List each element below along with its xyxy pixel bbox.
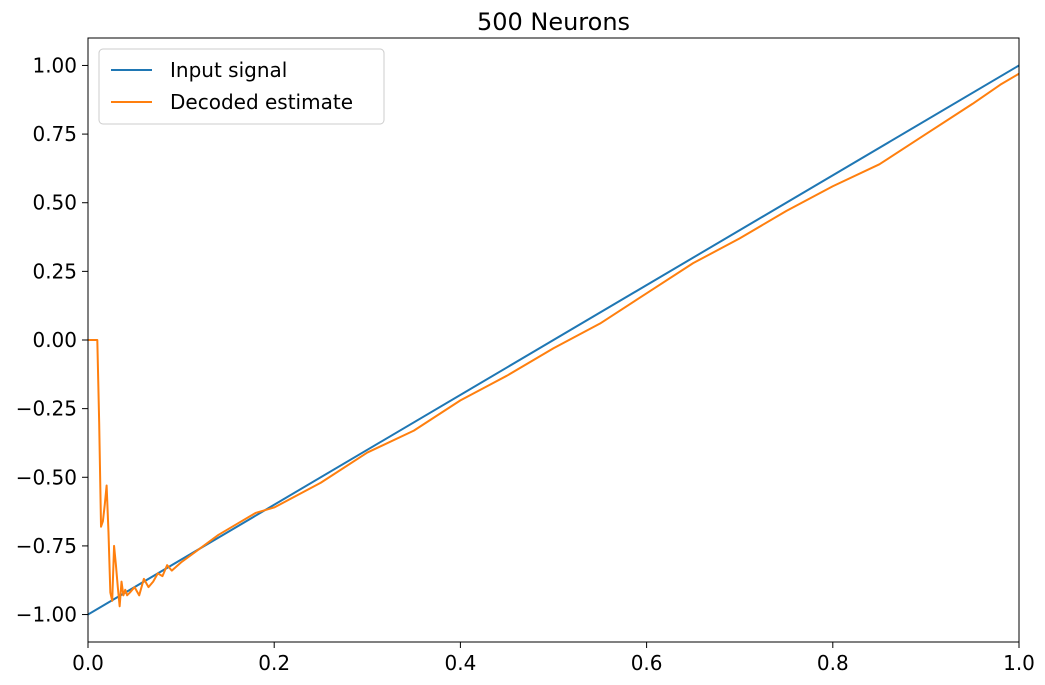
y-tick-label: 0.25: [32, 259, 77, 283]
y-tick-label: 0.50: [32, 191, 77, 215]
series-layer: [88, 64, 1019, 616]
x-tick-label: 0.6: [631, 651, 663, 675]
x-tick-label: 0.2: [258, 651, 290, 675]
axis-ticks: 0.0 0.2 0.4 0.6 0.8 1.0 −1.00 −0.75 −0.50 −0.25 0.…: [16, 53, 1035, 675]
plot-frame: [87, 37, 1020, 643]
legend-box: [98, 48, 385, 125]
y-tick-label: −0.50: [16, 465, 77, 489]
y-tick-label: −0.75: [16, 534, 77, 558]
y-tick-label: −0.25: [16, 397, 77, 421]
x-tick-label: 0.0: [72, 651, 104, 675]
x-tick-label: 0.4: [444, 651, 476, 675]
y-tick-label: −1.00: [16, 603, 77, 627]
y-tick-label: 0.00: [32, 328, 77, 352]
input-signal-line: [88, 64, 1019, 616]
x-tick-label: 0.8: [817, 651, 849, 675]
x-tick-label: 1.0: [1003, 651, 1035, 675]
legend-label-decoded-estimate: Decoded estimate: [170, 90, 353, 114]
legend: Input signal Decoded estimate: [98, 48, 385, 125]
decoded-estimate-line: [88, 72, 1019, 608]
y-tick-label: 1.00: [32, 53, 77, 77]
legend-label-input-signal: Input signal: [170, 58, 287, 82]
chart-title: 500 Neurons: [477, 8, 630, 36]
y-tick-label: 0.75: [32, 122, 77, 146]
